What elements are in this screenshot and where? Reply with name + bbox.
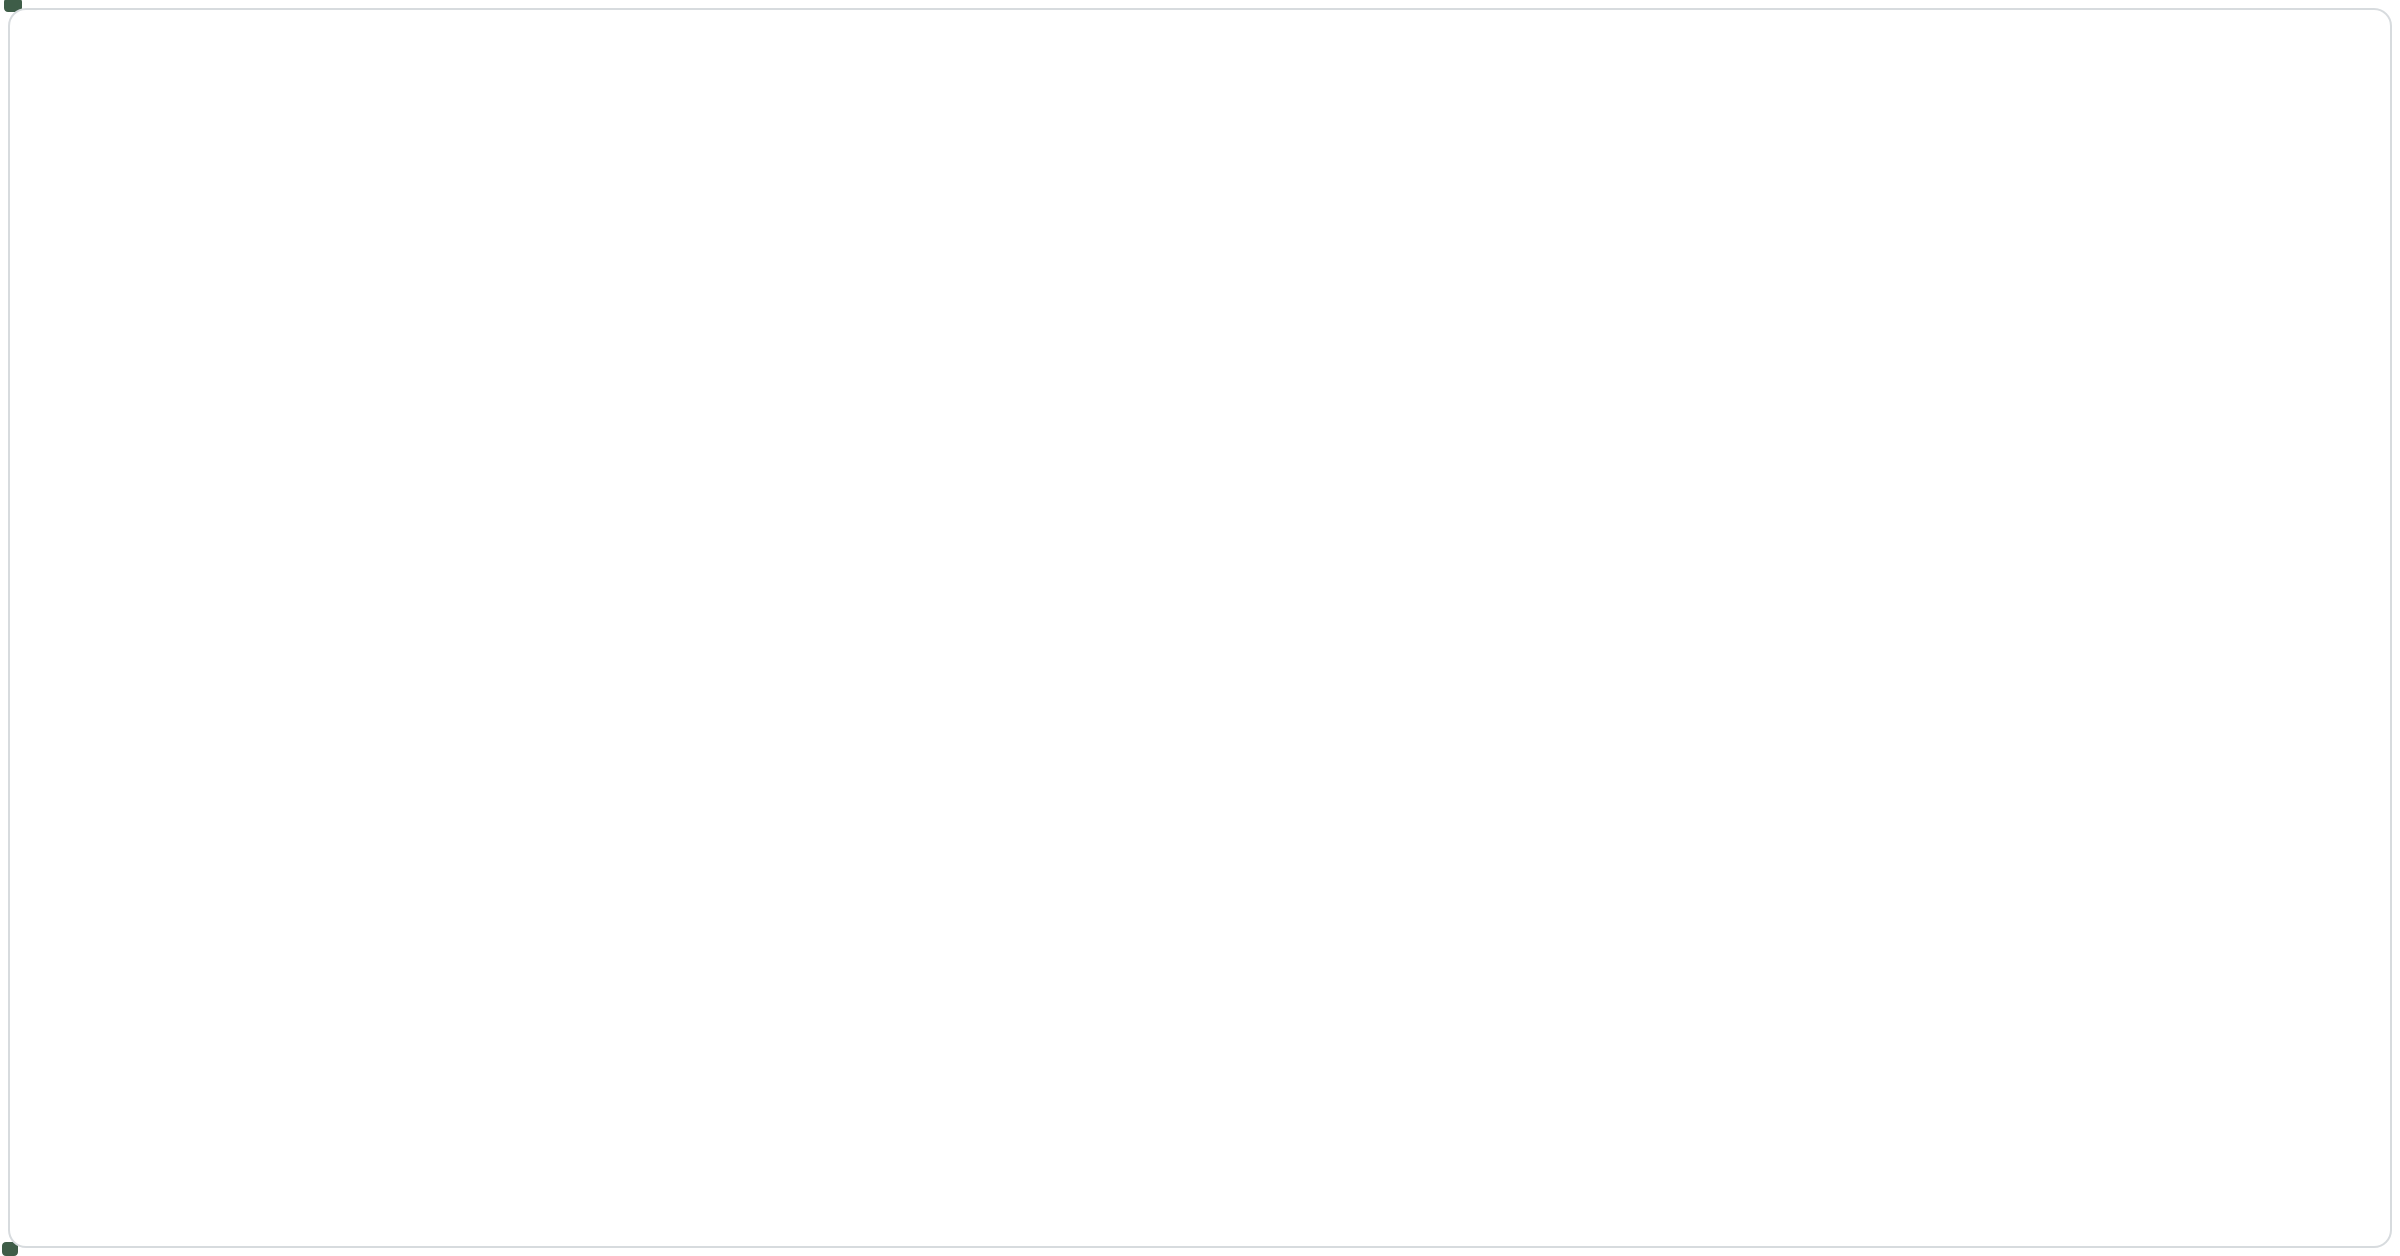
dashboard-card: [8, 8, 2392, 1248]
corner-accent-bottom-left: [2, 1242, 18, 1256]
